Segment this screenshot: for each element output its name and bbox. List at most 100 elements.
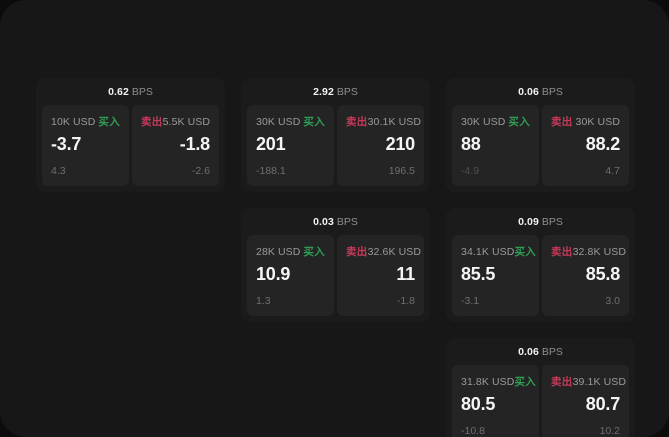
buy-notional: 31.8K USD [461,376,515,388]
buy-price: -3.7 [51,134,82,154]
card-body: 34.1K USD 买入 85.5 -3.1 卖出 32.8K USD 85.8 3.0 [452,235,629,316]
bps-unit-label: BPS [541,346,563,358]
quote-column: 0.62 BPS 10K USD 买入 -3.7 4.3 卖出 5.5K USD -1.8 -2.… [36,78,225,192]
sell-side-panel[interactable]: 卖出 5.5K USD -1.8 -2.6 [132,105,219,186]
bps-unit-label: BPS [541,216,563,228]
sell-side-header: 卖出 32.6K USD [346,244,421,258]
sell-side-panel[interactable]: 卖出 30.1K USD 210 196.5 [337,105,424,186]
sell-delta: 3.0 [605,295,620,307]
sell-notional: 32.6K USD [367,246,422,258]
sell-price: 11 [396,264,415,284]
sell-tag-label: 卖出 [551,116,573,128]
quote-card[interactable]: 0.09 BPS 34.1K USD 买入 85.5 -3.1 卖出 32.8K USD 85.… [446,208,635,322]
sell-side-header: 卖出 30K USD [551,114,620,128]
buy-side-header: 34.1K USD 买入 [461,244,536,258]
sell-delta: 196.5 [388,165,415,177]
buy-side-header: 31.8K USD 买入 [461,374,536,388]
buy-side-panel[interactable]: 10K USD 买入 -3.7 4.3 [42,105,129,186]
buy-price: 88 [461,134,481,154]
sell-notional: 30.1K USD [367,116,422,128]
sell-side-panel[interactable]: 卖出 30K USD 88.2 4.7 [542,105,629,186]
sell-tag-label: 卖出 [346,246,368,258]
buy-delta: -10.8 [461,425,485,437]
sell-side-panel[interactable]: 卖出 32.8K USD 85.8 3.0 [542,235,629,316]
sell-delta: -2.6 [191,165,210,177]
bps-value: 0.03 [313,216,334,228]
buy-delta: 4.3 [51,165,66,177]
card-header: 0.03 BPS [247,215,424,235]
sell-price: -1.8 [179,134,210,154]
bps-unit-label: BPS [541,86,563,98]
buy-price: 80.5 [461,394,496,414]
buy-side-panel[interactable]: 31.8K USD 买入 80.5 -10.8 [452,365,539,437]
card-body: 30K USD 买入 201 -188.1 卖出 30.1K USD 210 196.5 [247,105,424,186]
quote-column: 0.06 BPS 30K USD 买入 88 -4.9 卖出 30K USD 88.2 4.7 0.… [446,78,635,437]
buy-side-panel[interactable]: 30K USD 买入 201 -188.1 [247,105,334,186]
bps-unit-label: BPS [131,86,153,98]
buy-delta: -4.9 [461,165,480,177]
sell-side-header: 卖出 32.8K USD [551,244,626,258]
quote-card[interactable]: 0.03 BPS 28K USD 买入 10.9 1.3 卖出 32.6K USD 11 -1.8 [241,208,430,322]
buy-price: 85.5 [461,264,496,284]
sell-tag-label: 卖出 [346,116,368,128]
buy-side-panel[interactable]: 34.1K USD 买入 85.5 -3.1 [452,235,539,316]
buy-delta: -188.1 [256,165,286,177]
sell-notional: 32.8K USD [572,246,627,258]
buy-notional: 30K USD [256,116,301,128]
buy-tag-label: 买入 [514,376,537,388]
sell-side-panel[interactable]: 卖出 32.6K USD 11 -1.8 [337,235,424,316]
buy-notional: 30K USD [461,116,506,128]
sell-price: 80.7 [585,394,620,414]
bps-value: 0.06 [518,346,539,358]
sell-delta: 4.7 [605,165,620,177]
card-header: 0.06 BPS [452,345,629,365]
sell-side-header: 卖出 39.1K USD [551,374,626,388]
buy-side-panel[interactable]: 28K USD 买入 10.9 1.3 [247,235,334,316]
bps-value: 0.06 [518,86,539,98]
sell-delta: 10.2 [599,425,620,437]
quote-column: 2.92 BPS 30K USD 买入 201 -188.1 卖出 30.1K USD 210 1… [241,78,430,322]
card-header: 2.92 BPS [247,85,424,105]
bps-value: 0.09 [518,216,539,228]
card-header: 0.62 BPS [42,85,219,105]
buy-notional: 10K USD [51,116,96,128]
buy-tag-label: 买入 [514,246,537,258]
buy-side-header: 30K USD 买入 [256,114,325,128]
buy-side-header: 10K USD 买入 [51,114,120,128]
buy-price: 10.9 [256,264,291,284]
buy-side-header: 30K USD 买入 [461,114,530,128]
quote-card[interactable]: 0.06 BPS 31.8K USD 买入 80.5 -10.8 卖出 39.1K USD 80… [446,338,635,437]
buy-tag-label: 买入 [508,116,530,128]
quote-card-board: 0.62 BPS 10K USD 买入 -3.7 4.3 卖出 5.5K USD -1.8 -2.… [36,78,635,437]
quote-card[interactable]: 0.62 BPS 10K USD 买入 -3.7 4.3 卖出 5.5K USD -1.8 -2.… [36,78,225,192]
bps-unit-label: BPS [336,216,358,228]
card-header: 0.06 BPS [452,85,629,105]
card-body: 31.8K USD 买入 80.5 -10.8 卖出 39.1K USD 80.7 10.2 [452,365,629,437]
sell-delta: -1.8 [396,295,415,307]
sell-tag-label: 卖出 [551,246,573,258]
sell-side-header: 卖出 30.1K USD [346,114,421,128]
sell-side-header: 卖出 5.5K USD [141,114,210,128]
sell-price: 210 [385,134,416,154]
sell-tag-label: 卖出 [551,376,573,388]
buy-notional: 34.1K USD [461,246,515,258]
card-body: 30K USD 买入 88 -4.9 卖出 30K USD 88.2 4.7 [452,105,629,186]
bps-value: 0.62 [108,86,129,98]
buy-notional: 28K USD [256,246,301,258]
buy-tag-label: 买入 [303,116,325,128]
bps-unit-label: BPS [336,86,358,98]
quote-card[interactable]: 0.06 BPS 30K USD 买入 88 -4.9 卖出 30K USD 88.2 4.7 [446,78,635,192]
sell-notional: 39.1K USD [572,376,627,388]
sell-side-panel[interactable]: 卖出 39.1K USD 80.7 10.2 [542,365,629,437]
quote-card[interactable]: 2.92 BPS 30K USD 买入 201 -188.1 卖出 30.1K USD 210 1… [241,78,430,192]
card-header: 0.09 BPS [452,215,629,235]
sell-notional: 30K USD [575,116,620,128]
sell-price: 88.2 [585,134,620,154]
buy-side-panel[interactable]: 30K USD 买入 88 -4.9 [452,105,539,186]
buy-delta: -3.1 [461,295,480,307]
bps-value: 2.92 [313,86,334,98]
card-body: 10K USD 买入 -3.7 4.3 卖出 5.5K USD -1.8 -2.6 [42,105,219,186]
buy-tag-label: 买入 [303,246,325,258]
buy-tag-label: 买入 [98,116,120,128]
buy-delta: 1.3 [256,295,271,307]
